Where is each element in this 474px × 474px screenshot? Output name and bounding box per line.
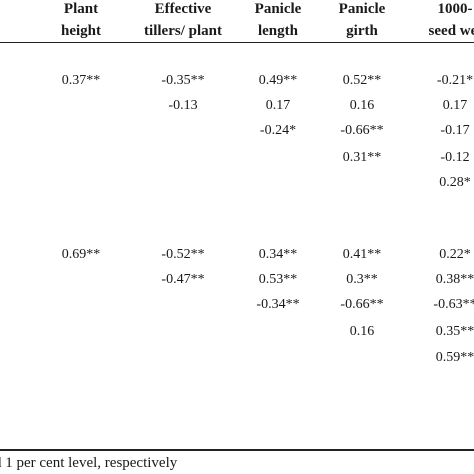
table-cell: 0.16 <box>349 324 375 339</box>
table-cell: 0.17 <box>442 98 468 113</box>
table-cell: 0.34** <box>258 247 298 262</box>
table-footnote: d 1 per cent level, respectively <box>0 455 178 471</box>
table-cell: -0.47** <box>161 272 205 287</box>
table-cell: -0.21* <box>436 73 474 88</box>
table-cell: 0.17 <box>265 98 291 113</box>
header-effective-tillers: Effective tillers/ plant <box>144 1 222 39</box>
table-cell: 0.37** <box>61 73 101 88</box>
table-cell: 0.22* <box>439 247 471 262</box>
table-cell: -0.13 <box>168 98 198 113</box>
table-cell: 0.41** <box>342 247 382 262</box>
table-cell: 0.59** <box>435 350 474 365</box>
table-cell: -0.24* <box>259 123 297 138</box>
table-cell: 0.53** <box>258 272 298 287</box>
table-cell: 0.69** <box>61 247 101 262</box>
header-panicle-girth: Panicle girth <box>338 1 386 39</box>
table-cell: 0.35** <box>435 324 474 339</box>
table-cell: 0.3** <box>346 272 378 287</box>
table-cell: 0.49** <box>258 73 298 88</box>
top-rule <box>0 42 474 43</box>
table-cell: -0.66** <box>340 297 384 312</box>
table-cell: -0.63** <box>433 297 474 312</box>
header-seed-weight: 1000- seed wei <box>428 1 474 39</box>
table-cell: -0.35** <box>161 73 205 88</box>
table-cell: -0.12 <box>440 150 470 165</box>
bottom-rule <box>0 449 474 451</box>
header-plant-height: Plant height <box>60 1 102 39</box>
table-cell: 0.16 <box>349 98 375 113</box>
table-cell: 0.28* <box>439 175 471 190</box>
table-cell: -0.34** <box>256 297 300 312</box>
table-cell: 0.38** <box>435 272 474 287</box>
table-cell: -0.17 <box>440 123 470 138</box>
table-cell: -0.52** <box>161 247 205 262</box>
header-panicle-length: Panicle length <box>254 1 302 39</box>
table-cell: 0.31** <box>342 150 382 165</box>
table-cell: -0.66** <box>340 123 384 138</box>
table-cell: 0.52** <box>342 73 382 88</box>
